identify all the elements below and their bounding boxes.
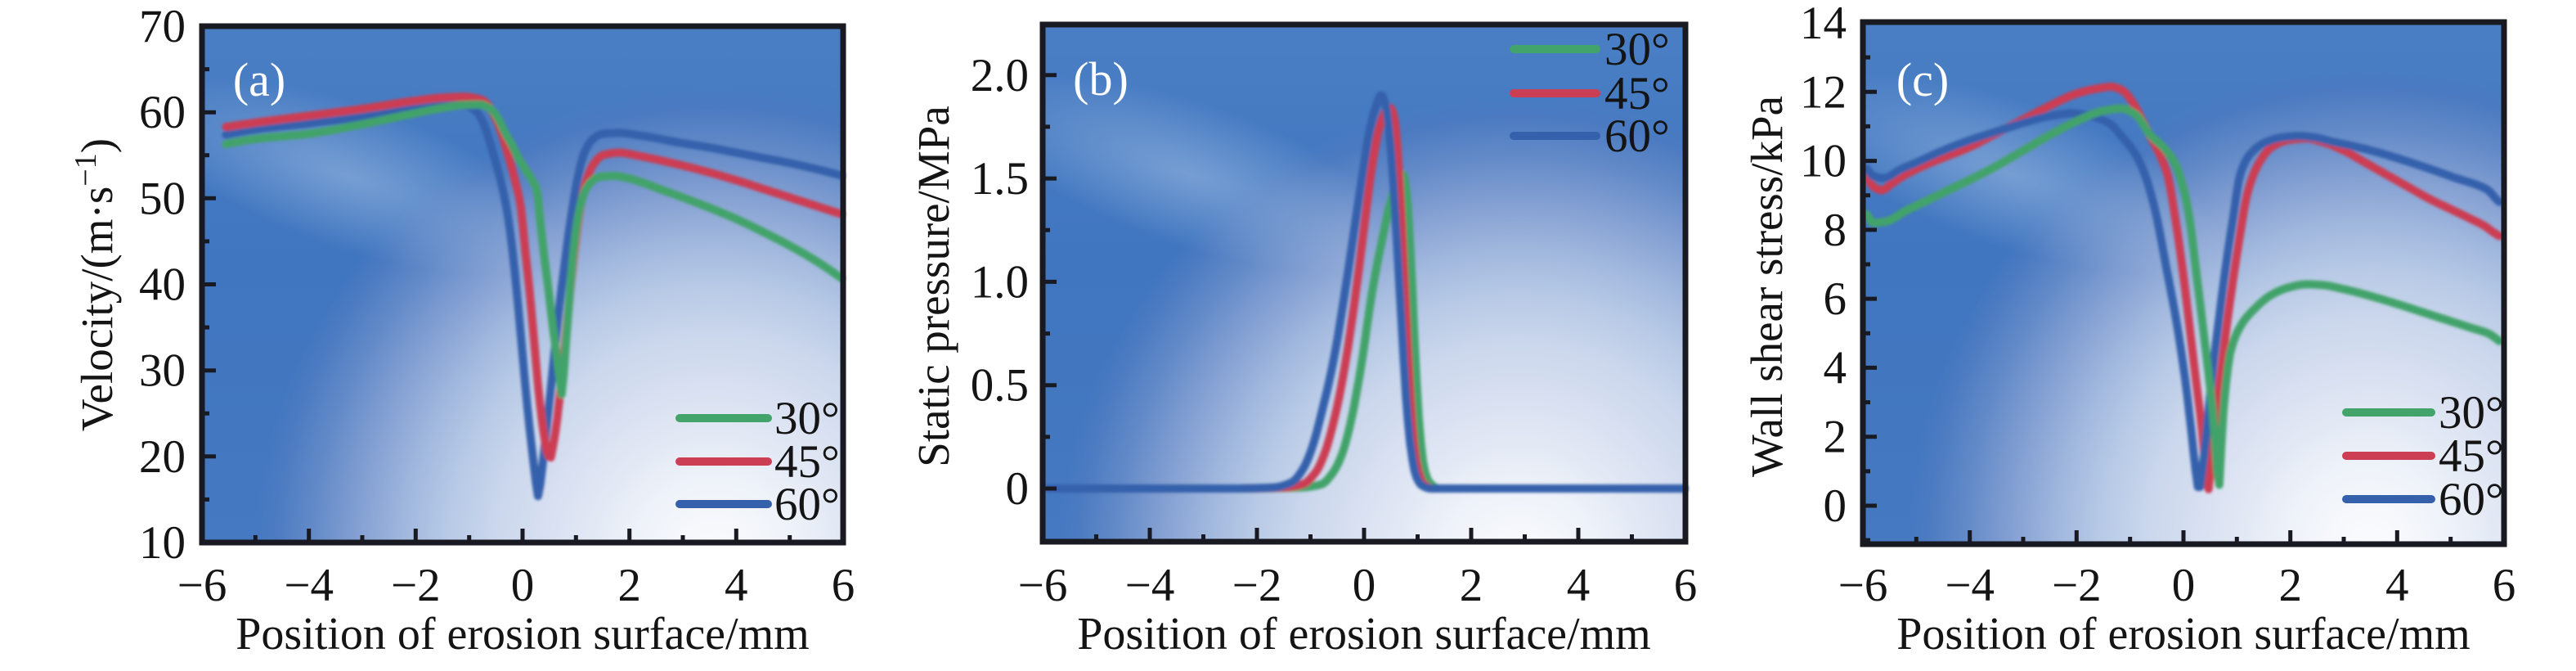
svg-text:14: 14 [1800,0,1847,49]
svg-text:Velocity/(m·s−1): Velocity/(m·s−1) [69,138,122,431]
svg-text:6: 6 [2493,560,2516,611]
svg-text:−6: −6 [1018,560,1068,611]
svg-text:Position of erosion surface/mm: Position of erosion surface/mm [236,609,809,660]
svg-text:12: 12 [1800,66,1847,118]
svg-text:Wall shear stress/kPa: Wall shear stress/kPa [1742,96,1792,477]
svg-text:0: 0 [1824,480,1847,532]
svg-text:60°: 60° [1604,110,1670,162]
svg-text:60°: 60° [2439,474,2504,525]
svg-text:50: 50 [139,173,186,224]
svg-text:6: 6 [1674,560,1698,611]
svg-text:−4: −4 [1125,560,1175,611]
svg-text:(b): (b) [1073,52,1129,106]
svg-text:0: 0 [1006,463,1030,515]
svg-text:40: 40 [139,259,186,311]
svg-text:2: 2 [617,560,641,611]
svg-text:2: 2 [1824,412,1847,463]
svg-text:Position of erosion surface/mm: Position of erosion surface/mm [1896,609,2470,660]
svg-text:4: 4 [1824,342,1847,394]
svg-text:6: 6 [1824,273,1847,325]
svg-text:−4: −4 [1945,560,1995,611]
svg-text:45°: 45° [1604,68,1670,119]
svg-text:10: 10 [139,517,186,569]
svg-text:4: 4 [1567,560,1591,611]
svg-text:45°: 45° [774,436,840,488]
svg-text:(c): (c) [1896,53,1949,106]
svg-text:1.5: 1.5 [971,153,1029,205]
svg-text:−6: −6 [177,560,227,611]
svg-text:0: 0 [1353,560,1376,611]
svg-text:30°: 30° [2439,387,2504,439]
svg-text:70: 70 [139,1,186,52]
svg-text:0: 0 [511,560,535,611]
svg-text:−2: −2 [2052,560,2102,611]
svg-text:20: 20 [139,431,186,483]
svg-text:−2: −2 [1232,560,1282,611]
svg-text:45°: 45° [2439,430,2504,482]
svg-text:60°: 60° [774,479,840,530]
svg-text:(a): (a) [233,53,285,106]
svg-text:4: 4 [2385,560,2409,611]
svg-text:30°: 30° [774,393,840,444]
svg-text:30°: 30° [1604,24,1670,75]
svg-text:−2: −2 [391,560,441,611]
svg-text:60: 60 [139,87,186,138]
svg-text:2: 2 [2278,560,2302,611]
svg-text:0.5: 0.5 [971,360,1029,412]
svg-text:Position of erosion surface/mm: Position of erosion surface/mm [1077,609,1650,660]
svg-text:8: 8 [1824,205,1847,256]
svg-text:0: 0 [2172,560,2196,611]
svg-text:−4: −4 [284,560,334,611]
svg-text:4: 4 [725,560,748,611]
svg-text:−6: −6 [1838,560,1888,611]
svg-text:1.0: 1.0 [971,256,1029,308]
svg-text:30: 30 [139,345,186,397]
svg-text:6: 6 [832,560,855,611]
svg-text:2.0: 2.0 [971,50,1029,101]
svg-text:2: 2 [1460,560,1483,611]
svg-text:Static pressure/MPa: Static pressure/MPa [909,106,958,466]
svg-text:10: 10 [1800,136,1847,187]
